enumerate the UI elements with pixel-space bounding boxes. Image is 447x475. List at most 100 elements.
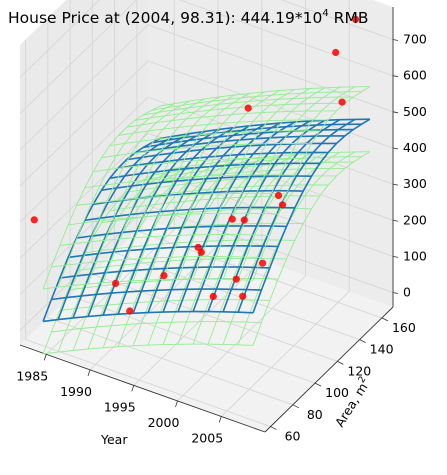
y-tick-label: 120 (347, 363, 371, 378)
data-point (338, 98, 346, 106)
data-point (160, 272, 168, 280)
mesh-line (177, 89, 296, 280)
mesh-line (102, 96, 221, 283)
mesh-line (117, 126, 236, 315)
mesh-line (87, 130, 206, 317)
mesh-line (42, 170, 161, 355)
mesh-line (207, 119, 326, 312)
mesh-line (72, 100, 191, 286)
y-tick-mark (381, 317, 389, 322)
data-point (209, 292, 217, 301)
data-point (274, 191, 283, 200)
data-point (278, 201, 287, 209)
data-point (112, 279, 120, 287)
mesh-line (222, 86, 341, 280)
mesh-line (192, 153, 311, 345)
mesh-line (162, 155, 281, 345)
x-tick-label: 1990 (60, 384, 92, 399)
x-tick-label: 2005 (191, 430, 223, 445)
y-tick-mark (292, 404, 300, 409)
x-tick-label: 1995 (104, 399, 136, 414)
z-tick-mark (392, 219, 399, 222)
mesh-line (102, 161, 221, 348)
title-unit: RMB (329, 9, 369, 27)
mesh-line (42, 105, 161, 290)
data-point (239, 292, 247, 300)
x-tick-mark (218, 416, 222, 423)
z-gridline (19, 132, 394, 259)
x-tick-mark (175, 400, 178, 408)
title-main: House Price at (2004, 98.31): 444.19*10 (8, 9, 322, 27)
x-tick-label: 1985 (16, 368, 48, 383)
axes-panes (20, 0, 393, 432)
mesh-line (102, 128, 221, 316)
title-exponent: 4 (322, 8, 328, 19)
y-tick-label: 60 (285, 429, 301, 444)
mesh-line (117, 159, 236, 347)
axis-lines (19, 7, 394, 433)
mesh-line (147, 91, 266, 281)
mesh-line (192, 120, 311, 312)
x-tick-mark (131, 385, 135, 392)
surface-meshes (42, 86, 371, 355)
mesh-line (72, 165, 191, 351)
z-tick-mark (392, 39, 399, 41)
x-tick-mark (87, 369, 91, 376)
data-point (228, 215, 236, 223)
x-tick-mark (43, 354, 47, 361)
y-axis-line (264, 306, 394, 433)
data-point (332, 48, 340, 57)
y-gridline (47, 17, 293, 406)
mesh-line (222, 151, 341, 345)
mesh-line (87, 98, 206, 285)
mesh-line (147, 156, 266, 346)
z-gridline (19, 60, 394, 187)
chart-title: House Price at (2004, 98.31): 444.19*104… (8, 8, 368, 27)
y-gridline (25, 39, 271, 428)
mesh-line (252, 118, 371, 314)
mesh-line (222, 119, 341, 313)
y-axis-label: Area, m2 (331, 375, 374, 430)
z-tick-label: 300 (403, 176, 427, 191)
data-point (30, 216, 38, 224)
z-tick-mark (392, 256, 399, 258)
mesh-line (42, 137, 161, 322)
mesh-line (162, 122, 281, 313)
data-point (244, 104, 252, 112)
mesh-line (237, 151, 356, 345)
y-tick-label: 80 (307, 407, 323, 422)
y-tick-label: 160 (392, 320, 416, 335)
z-tick-label: 0 (403, 285, 411, 300)
floor-pane (20, 220, 393, 432)
mesh-line (57, 103, 176, 288)
y-label-exponent: 2 (357, 375, 369, 385)
z-tick-mark (392, 147, 399, 150)
z-tick-mark (392, 183, 399, 186)
z-gridline (19, 24, 394, 151)
upper-bound-surface (42, 86, 371, 290)
z-tick-label: 100 (403, 248, 427, 263)
mesh-line (132, 125, 251, 314)
mesh-line (252, 151, 371, 346)
y-tick-label: 140 (370, 342, 394, 357)
mesh-line (192, 88, 311, 280)
data-point (352, 15, 360, 23)
data-point (259, 259, 267, 267)
data-point (232, 275, 240, 283)
mesh-line (237, 118, 356, 313)
left-wall-pane (20, 0, 148, 345)
mesh-line (237, 86, 356, 280)
data-point (126, 307, 134, 315)
mesh-line (72, 132, 191, 319)
y-tick-mark (270, 426, 277, 430)
y-gridline (69, 0, 316, 384)
data-points (30, 15, 360, 315)
z-tick-label: 400 (403, 140, 427, 155)
x-tick-label: 2000 (148, 415, 180, 430)
z-tick-mark (392, 111, 399, 114)
z-tick-mark (392, 75, 399, 78)
y-tick-mark (359, 339, 366, 343)
z-tick-label: 500 (403, 104, 427, 119)
